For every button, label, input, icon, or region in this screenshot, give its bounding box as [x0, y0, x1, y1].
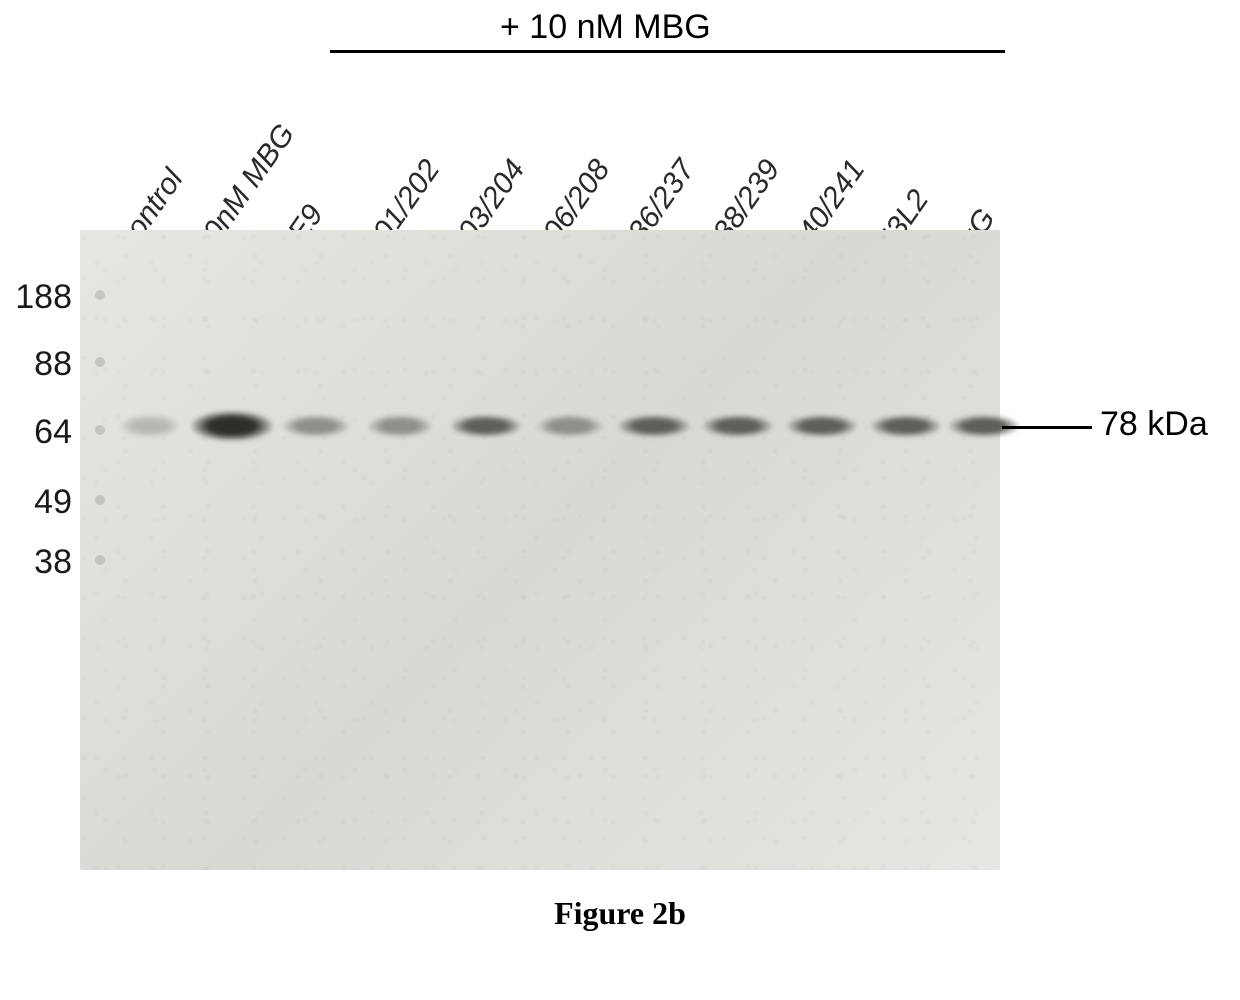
mw-label: 64 [2, 413, 72, 452]
figure-caption: Figure 2b [0, 895, 1240, 932]
mw-label: 88 [2, 345, 72, 384]
band [120, 415, 180, 437]
band-annotation: 78 kDa [1100, 405, 1208, 444]
band [191, 411, 273, 441]
band [451, 415, 521, 437]
mw-marker-dot [95, 555, 105, 565]
band [787, 415, 857, 437]
mw-marker-dot [95, 290, 105, 300]
mw-marker-dot [95, 357, 105, 367]
group-label: + 10 nM MBG [500, 8, 711, 47]
band [368, 415, 432, 437]
band [283, 415, 349, 437]
mw-label: 49 [2, 483, 72, 522]
blot-background [80, 230, 1000, 870]
band [703, 415, 773, 437]
mw-label: 188 [2, 278, 72, 317]
blot-area [80, 230, 1000, 870]
mw-marker-dot [95, 425, 105, 435]
mw-marker-dot [95, 495, 105, 505]
band-pointer-line [1002, 426, 1092, 429]
group-bracket-line [330, 50, 1005, 53]
band [871, 415, 941, 437]
band [537, 415, 603, 437]
band [618, 415, 690, 437]
figure-container: + 10 nM MBG Control10nM MBG3E9201/202203… [0, 0, 1240, 1000]
mw-label: 38 [2, 543, 72, 582]
